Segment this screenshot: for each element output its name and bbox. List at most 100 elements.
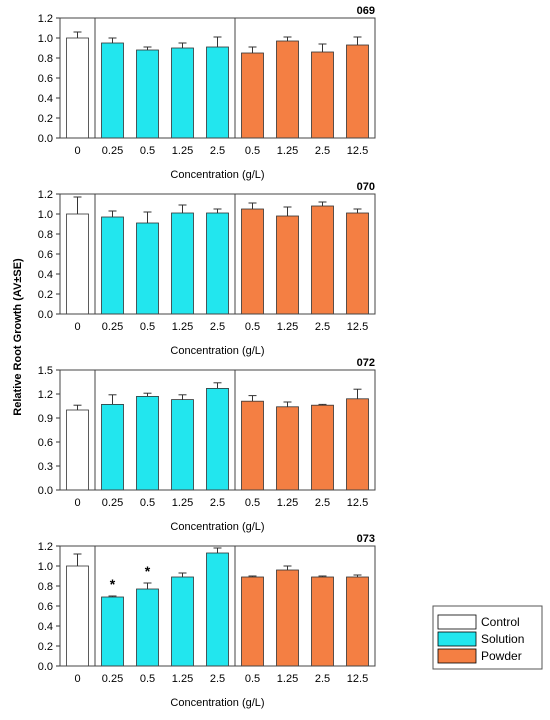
bar xyxy=(66,409,89,491)
y-tick-label: 1.5 xyxy=(38,365,53,377)
bar xyxy=(206,46,229,139)
chart-panel-073: 0.0 0.2 0.4 0.6 0.8 1.0 1.2 0 * 0.25 * 0.5 1.25 2.5 0.… xyxy=(38,533,376,709)
x-tick-label: 12.5 xyxy=(347,145,368,157)
x-axis-label: Concentration (g/L) xyxy=(170,521,264,533)
y-tick-label: 1.2 xyxy=(38,189,53,201)
x-tick-label: 2.5 xyxy=(315,321,330,333)
significance-marker: * xyxy=(110,576,116,592)
bar xyxy=(206,212,229,315)
x-axis-label: Concentration (g/L) xyxy=(170,697,264,709)
plot-frame xyxy=(59,369,376,491)
y-tick-label: 0.6 xyxy=(38,249,53,261)
bar xyxy=(241,400,264,491)
x-tick-label: 0 xyxy=(74,145,80,157)
y-tick-label: 0.2 xyxy=(38,113,53,125)
chart-panel-072: 0.0 0.3 0.6 0.9 1.2 1.5 0 0.25 0.5 1.25 2.5 0.5 1.25… xyxy=(38,357,376,533)
chart-panel-069: 0.0 0.2 0.4 0.6 0.8 1.0 1.2 0 0.25 0.5 1.25 2.5 0.5 1… xyxy=(38,5,376,181)
x-tick-label: 1.25 xyxy=(277,145,298,157)
y-tick-label: 1.0 xyxy=(38,209,53,221)
x-tick-label: 0.25 xyxy=(102,673,123,685)
x-tick-label: 2.5 xyxy=(210,673,225,685)
legend-item-solution: Solution xyxy=(437,631,524,647)
y-tick-label: 0.4 xyxy=(38,93,53,105)
bar xyxy=(101,42,124,139)
x-tick-label: 1.25 xyxy=(277,321,298,333)
significance-marker: * xyxy=(145,563,151,579)
bar xyxy=(136,222,159,315)
bar xyxy=(311,205,334,315)
chart-title: 070 xyxy=(357,181,375,193)
x-tick-label: 2.5 xyxy=(315,145,330,157)
y-tick-label: 0.0 xyxy=(38,309,53,321)
legend-swatch-powder xyxy=(437,648,477,664)
bar xyxy=(241,52,264,139)
x-tick-label: 0 xyxy=(74,497,80,509)
y-tick-label: 0.4 xyxy=(38,269,53,281)
bar xyxy=(276,215,299,315)
bar xyxy=(276,40,299,139)
bar xyxy=(66,37,89,139)
y-axis-label: Relative Root Growth (AV±SE) xyxy=(12,258,24,416)
chart-title: 069 xyxy=(357,5,375,17)
bar xyxy=(66,213,89,315)
plot-frame xyxy=(59,17,376,139)
legend-swatch-solution xyxy=(437,631,477,647)
y-tick-label: 1.2 xyxy=(38,541,53,553)
chart-title: 072 xyxy=(357,357,375,369)
bar xyxy=(311,576,334,667)
x-tick-label: 2.5 xyxy=(210,497,225,509)
bar xyxy=(241,208,264,315)
x-tick-label: 2.5 xyxy=(315,497,330,509)
y-tick-label: 0.8 xyxy=(38,581,53,593)
legend-label-solution: Solution xyxy=(481,632,524,646)
x-axis-label: Concentration (g/L) xyxy=(170,169,264,181)
y-tick-label: 0.8 xyxy=(38,229,53,241)
bar xyxy=(171,576,194,667)
y-tick-label: 0.4 xyxy=(38,621,53,633)
legend-item-control: Control xyxy=(437,614,520,630)
chart-panel-070: 0.0 0.2 0.4 0.6 0.8 1.0 1.2 0 0.25 0.5 1.25 2.5 0.5 1… xyxy=(38,181,376,357)
y-tick-label: 1.2 xyxy=(38,13,53,25)
x-tick-label: 0 xyxy=(74,673,80,685)
bar xyxy=(101,596,124,667)
x-tick-label: 1.25 xyxy=(277,673,298,685)
x-axis-label: Concentration (g/L) xyxy=(170,345,264,357)
x-tick-label: 12.5 xyxy=(347,673,368,685)
y-tick-label: 0.9 xyxy=(38,413,53,425)
y-tick-label: 1.0 xyxy=(38,561,53,573)
bar xyxy=(101,216,124,315)
x-tick-label: 12.5 xyxy=(347,497,368,509)
x-tick-label: 1.25 xyxy=(172,321,193,333)
x-tick-label: 1.25 xyxy=(172,497,193,509)
y-tick-label: 1.2 xyxy=(38,389,53,401)
bar xyxy=(276,406,299,491)
bar xyxy=(311,51,334,139)
x-tick-label: 0.25 xyxy=(102,145,123,157)
y-tick-label: 0.0 xyxy=(38,485,53,497)
x-tick-label: 1.25 xyxy=(277,497,298,509)
x-tick-label: 0.5 xyxy=(245,673,260,685)
legend: Control Solution Powder xyxy=(432,605,543,670)
y-tick-label: 0.8 xyxy=(38,53,53,65)
legend-item-powder: Powder xyxy=(437,648,522,664)
bar xyxy=(206,387,229,491)
x-tick-label: 1.25 xyxy=(172,145,193,157)
x-tick-label: 0.5 xyxy=(140,321,155,333)
x-tick-label: 2.5 xyxy=(210,321,225,333)
x-tick-label: 0.5 xyxy=(245,321,260,333)
bar xyxy=(206,552,229,667)
legend-swatch-control xyxy=(437,614,477,630)
x-tick-label: 0.5 xyxy=(140,497,155,509)
x-tick-label: 12.5 xyxy=(347,321,368,333)
x-tick-label: 0.5 xyxy=(140,145,155,157)
legend-label-powder: Powder xyxy=(481,649,522,663)
y-tick-label: 0.0 xyxy=(38,661,53,673)
x-tick-label: 0.25 xyxy=(102,497,123,509)
x-tick-label: 2.5 xyxy=(315,673,330,685)
plot-frame xyxy=(59,193,376,315)
y-tick-label: 0.0 xyxy=(38,133,53,145)
x-tick-label: 0.5 xyxy=(140,673,155,685)
bar xyxy=(136,588,159,667)
bar xyxy=(346,398,369,491)
